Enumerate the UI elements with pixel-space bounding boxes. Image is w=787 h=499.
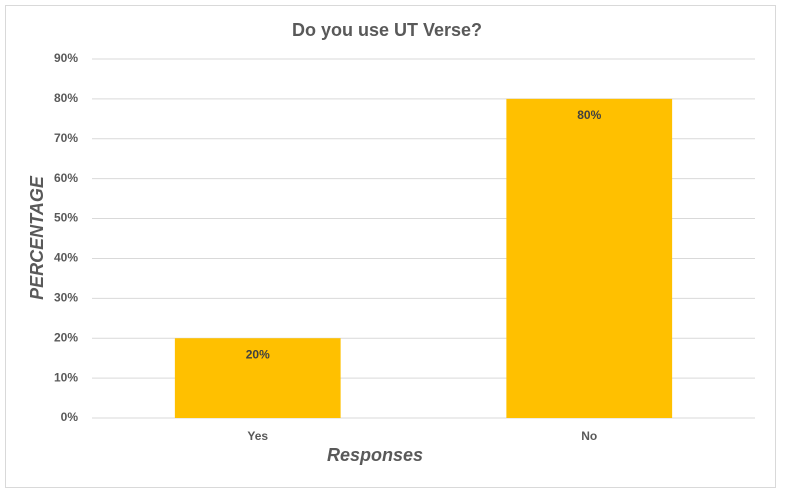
- y-axis-label: PERCENTAGE: [27, 175, 47, 300]
- bar: [506, 98, 673, 418]
- y-tick-label: 20%: [54, 330, 78, 344]
- data-label: 20%: [246, 347, 270, 361]
- y-tick-label: 0%: [61, 410, 79, 424]
- x-axis-label: Responses: [327, 445, 423, 465]
- bar: [174, 338, 341, 418]
- y-tick-label: 40%: [54, 251, 78, 265]
- data-label: 80%: [577, 108, 601, 122]
- y-tick-label: 10%: [54, 370, 78, 384]
- y-tick-label: 90%: [54, 51, 78, 65]
- y-tick-label: 50%: [54, 211, 78, 225]
- chart-title: Do you use UT Verse?: [292, 20, 482, 40]
- x-tick-label: Yes: [247, 429, 268, 443]
- y-tick-label: 70%: [54, 131, 78, 145]
- y-tick-label: 80%: [54, 91, 78, 105]
- y-tick-label: 60%: [54, 171, 78, 185]
- x-tick-label: No: [581, 429, 597, 443]
- y-tick-label: 30%: [54, 291, 78, 305]
